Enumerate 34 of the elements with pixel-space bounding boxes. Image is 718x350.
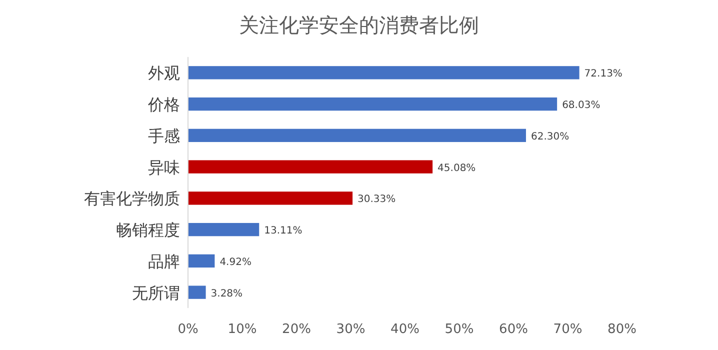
bar bbox=[188, 97, 558, 111]
x-tick-label: 20% bbox=[282, 322, 311, 337]
x-tick-label: 60% bbox=[499, 322, 528, 337]
bar bbox=[188, 254, 215, 268]
y-tick-label: 异味 bbox=[148, 158, 180, 177]
y-tick-label: 外观 bbox=[148, 64, 180, 83]
x-tick-label: 30% bbox=[336, 322, 366, 337]
bar bbox=[188, 66, 580, 80]
y-tick-label: 价格 bbox=[147, 95, 180, 114]
data-label: 68.03% bbox=[562, 100, 600, 112]
bar bbox=[188, 222, 260, 236]
bar bbox=[188, 192, 353, 205]
y-tick-label: 品牌 bbox=[148, 252, 180, 271]
data-label: 3.28% bbox=[210, 288, 243, 300]
x-tick-label: 10% bbox=[228, 322, 257, 337]
y-tick-label: 有害化学物质 bbox=[84, 189, 180, 208]
y-tick-label: 畅销程度 bbox=[116, 220, 180, 240]
bar bbox=[188, 160, 433, 174]
data-label: 13.11% bbox=[264, 226, 302, 237]
data-label: 30.33% bbox=[358, 194, 396, 206]
data-label: 45.08% bbox=[438, 162, 476, 174]
data-label: 62.30% bbox=[530, 131, 570, 142]
chart-title: 关注化学安全的消费者比例 bbox=[239, 13, 479, 37]
y-tick-label: 无所谓 bbox=[132, 283, 180, 302]
x-tick-label: 40% bbox=[390, 322, 420, 337]
y-tick-label: 手感 bbox=[148, 126, 180, 146]
x-tick-label: 50% bbox=[444, 322, 474, 337]
data-label: 72.13% bbox=[584, 68, 622, 80]
data-label: 4.92% bbox=[220, 256, 252, 268]
x-tick-label: 80% bbox=[608, 322, 636, 337]
x-tick-label: 70% bbox=[553, 322, 582, 337]
bar bbox=[188, 286, 206, 299]
bar bbox=[188, 128, 526, 142]
x-tick-label: 0% bbox=[178, 322, 198, 337]
